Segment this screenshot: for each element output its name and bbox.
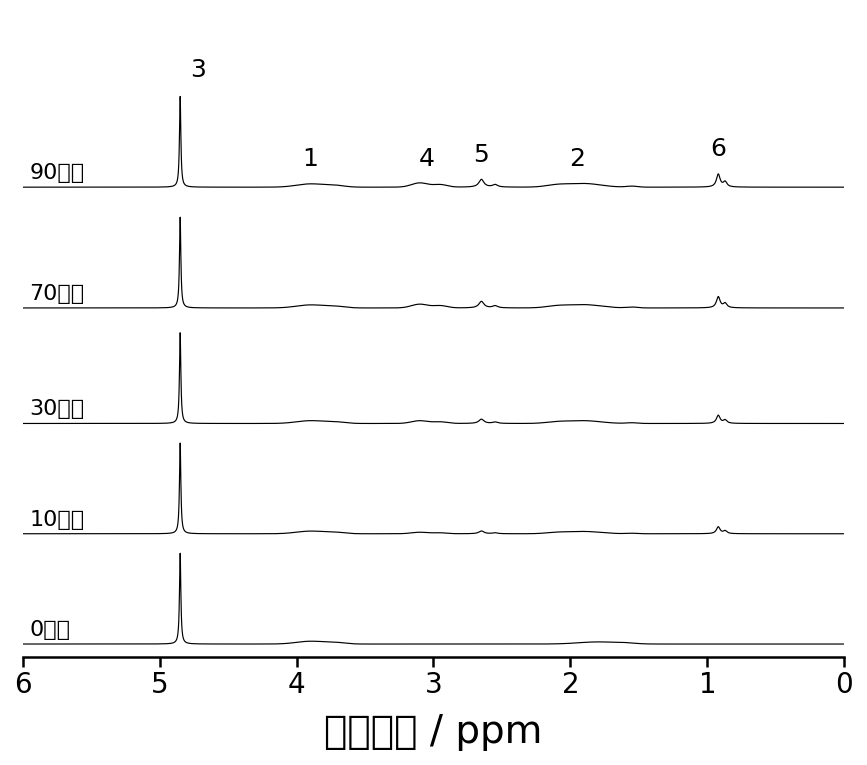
Text: 30小时: 30小时	[29, 399, 85, 419]
Text: 6: 6	[710, 137, 727, 161]
Text: 1: 1	[303, 147, 318, 171]
Text: 90小时: 90小时	[29, 163, 85, 183]
Text: 3: 3	[190, 58, 205, 82]
Text: 10小时: 10小时	[29, 509, 85, 529]
Text: 5: 5	[473, 142, 489, 167]
Text: 2: 2	[570, 147, 585, 171]
X-axis label: 化学位移 / ppm: 化学位移 / ppm	[324, 713, 543, 751]
Text: 4: 4	[419, 147, 434, 171]
Text: 0小时: 0小时	[29, 620, 70, 640]
Text: 70小时: 70小时	[29, 284, 85, 304]
